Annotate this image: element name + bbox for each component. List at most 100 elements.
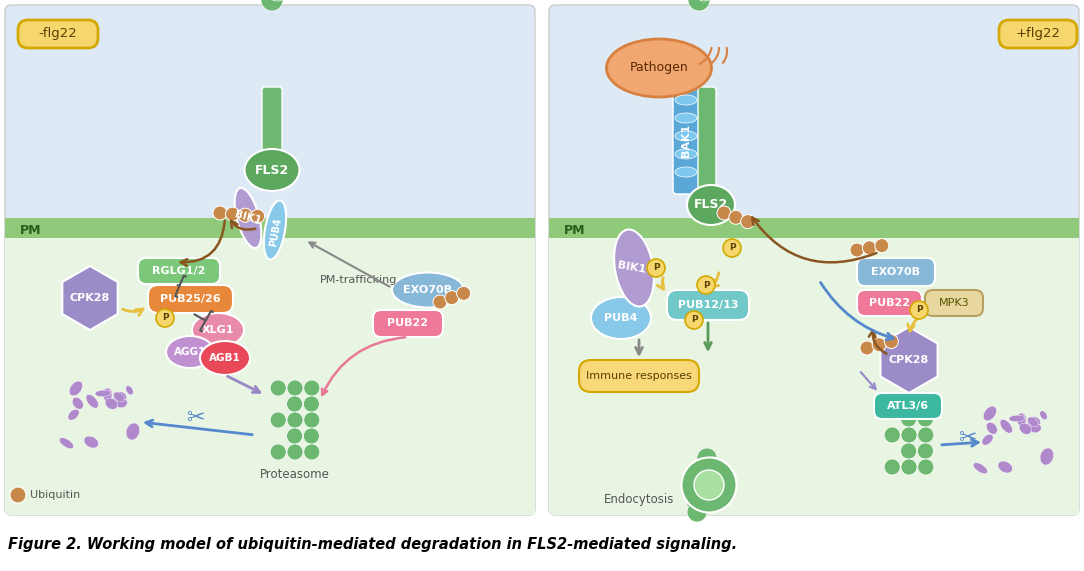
Text: P: P bbox=[702, 280, 709, 289]
Ellipse shape bbox=[114, 392, 125, 402]
Text: CPK28: CPK28 bbox=[69, 293, 111, 303]
Ellipse shape bbox=[615, 230, 654, 307]
Circle shape bbox=[688, 0, 710, 11]
FancyBboxPatch shape bbox=[549, 238, 1079, 515]
Ellipse shape bbox=[126, 423, 140, 440]
Circle shape bbox=[433, 295, 447, 309]
FancyBboxPatch shape bbox=[667, 290, 749, 320]
Circle shape bbox=[863, 241, 876, 255]
FancyBboxPatch shape bbox=[673, 86, 699, 194]
FancyBboxPatch shape bbox=[373, 310, 443, 337]
Circle shape bbox=[702, 457, 723, 477]
Circle shape bbox=[901, 443, 917, 459]
Circle shape bbox=[10, 487, 26, 503]
Circle shape bbox=[286, 428, 302, 444]
Text: Immune responses: Immune responses bbox=[586, 371, 692, 381]
FancyBboxPatch shape bbox=[698, 87, 717, 193]
Circle shape bbox=[212, 206, 227, 220]
Text: CPK28: CPK28 bbox=[889, 355, 929, 365]
Ellipse shape bbox=[86, 395, 99, 408]
Circle shape bbox=[286, 396, 302, 412]
Ellipse shape bbox=[675, 113, 697, 123]
Circle shape bbox=[701, 475, 722, 495]
Circle shape bbox=[456, 287, 470, 300]
Ellipse shape bbox=[1019, 423, 1032, 435]
FancyBboxPatch shape bbox=[18, 20, 98, 48]
Circle shape bbox=[901, 459, 917, 475]
Text: P: P bbox=[162, 313, 168, 323]
Ellipse shape bbox=[973, 463, 988, 474]
Circle shape bbox=[250, 210, 264, 223]
Text: Pathogen: Pathogen bbox=[630, 62, 688, 74]
Text: Endocytosis: Endocytosis bbox=[604, 493, 674, 506]
Ellipse shape bbox=[1030, 424, 1042, 433]
Circle shape bbox=[267, 0, 288, 1]
Ellipse shape bbox=[1028, 417, 1041, 427]
Ellipse shape bbox=[105, 398, 117, 409]
Text: Proteasome: Proteasome bbox=[260, 468, 330, 481]
FancyBboxPatch shape bbox=[925, 290, 983, 316]
Ellipse shape bbox=[675, 131, 697, 141]
Circle shape bbox=[885, 427, 900, 443]
Text: PUB12/13: PUB12/13 bbox=[678, 300, 738, 310]
Text: EXO70B: EXO70B bbox=[403, 285, 452, 295]
Ellipse shape bbox=[166, 336, 214, 368]
Circle shape bbox=[647, 259, 664, 277]
Ellipse shape bbox=[675, 149, 697, 159]
Text: PM-trafficking: PM-trafficking bbox=[320, 275, 398, 285]
Circle shape bbox=[270, 412, 286, 428]
Circle shape bbox=[261, 0, 283, 11]
Text: P: P bbox=[728, 243, 735, 252]
Ellipse shape bbox=[263, 200, 286, 260]
Text: EXO70B: EXO70B bbox=[872, 267, 920, 277]
Circle shape bbox=[909, 301, 928, 319]
FancyBboxPatch shape bbox=[138, 258, 220, 284]
Ellipse shape bbox=[1040, 411, 1047, 420]
Circle shape bbox=[687, 493, 707, 513]
Circle shape bbox=[287, 380, 304, 396]
Ellipse shape bbox=[1001, 419, 1012, 433]
Text: RGLG1/2: RGLG1/2 bbox=[153, 266, 206, 276]
FancyBboxPatch shape bbox=[579, 360, 699, 392]
Circle shape bbox=[740, 215, 754, 228]
Ellipse shape bbox=[1040, 448, 1054, 465]
Circle shape bbox=[885, 459, 900, 475]
Circle shape bbox=[717, 206, 731, 220]
Circle shape bbox=[901, 411, 917, 427]
Ellipse shape bbox=[68, 409, 79, 420]
Circle shape bbox=[918, 459, 933, 475]
Circle shape bbox=[270, 444, 286, 460]
Ellipse shape bbox=[998, 461, 1012, 473]
Text: P: P bbox=[916, 305, 922, 315]
Circle shape bbox=[728, 210, 743, 224]
FancyBboxPatch shape bbox=[5, 218, 535, 238]
Circle shape bbox=[304, 380, 320, 396]
Text: P: P bbox=[653, 263, 659, 272]
Ellipse shape bbox=[392, 272, 464, 308]
Circle shape bbox=[304, 396, 320, 412]
Text: +flg22: +flg22 bbox=[1016, 27, 1060, 41]
Text: ATL3/6: ATL3/6 bbox=[887, 401, 929, 411]
Text: PM: PM bbox=[564, 223, 585, 236]
Text: PUB4: PUB4 bbox=[269, 217, 283, 247]
Text: FLS2: FLS2 bbox=[255, 163, 289, 176]
FancyBboxPatch shape bbox=[5, 238, 535, 515]
Text: XLG1: XLG1 bbox=[202, 325, 234, 335]
Text: P: P bbox=[691, 316, 697, 324]
FancyBboxPatch shape bbox=[999, 20, 1077, 48]
Text: PUB25/26: PUB25/26 bbox=[159, 294, 220, 304]
Ellipse shape bbox=[126, 386, 133, 395]
Circle shape bbox=[156, 309, 175, 327]
Circle shape bbox=[287, 412, 304, 428]
FancyBboxPatch shape bbox=[549, 218, 1079, 238]
Text: -flg22: -flg22 bbox=[39, 27, 77, 41]
Ellipse shape bbox=[116, 399, 127, 408]
Text: BAK1: BAK1 bbox=[681, 123, 691, 156]
Circle shape bbox=[901, 427, 917, 443]
Ellipse shape bbox=[986, 423, 997, 434]
Circle shape bbox=[901, 395, 917, 411]
Circle shape bbox=[687, 502, 707, 522]
Ellipse shape bbox=[201, 341, 250, 375]
Ellipse shape bbox=[982, 434, 993, 445]
Text: AGG1: AGG1 bbox=[173, 347, 206, 357]
